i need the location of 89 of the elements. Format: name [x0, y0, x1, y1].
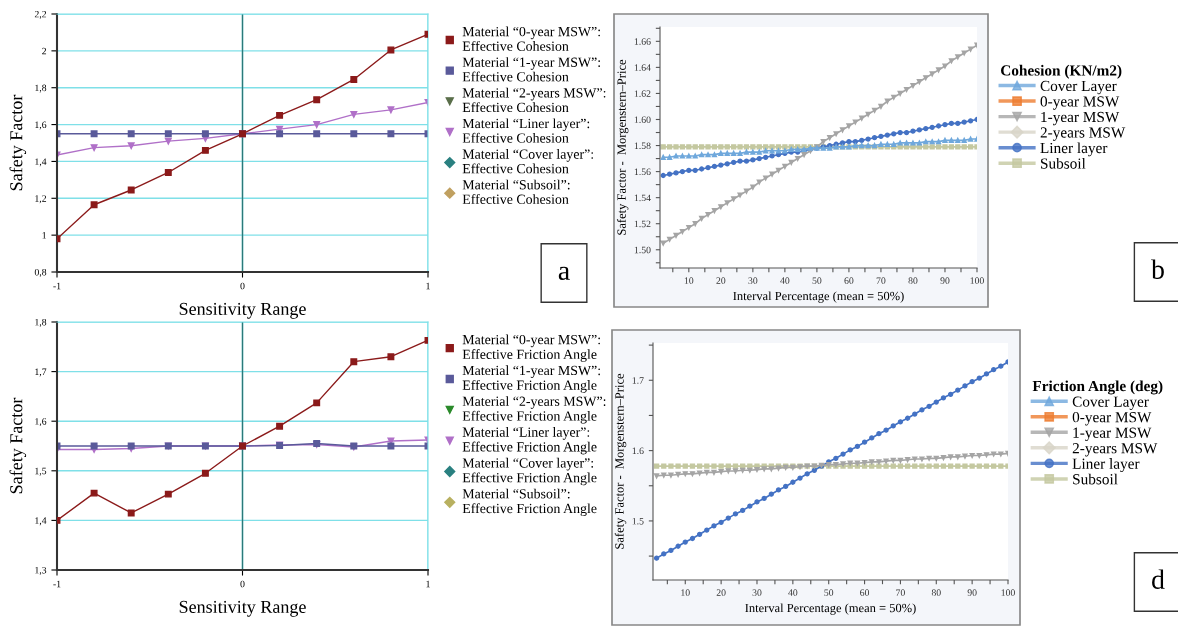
- y-tick-label: 2: [42, 47, 47, 55]
- legend-label: 2-years MSW: [1072, 443, 1158, 457]
- legend-label: Material “1-year MSW”: Effective Cohesion: [462, 57, 600, 82]
- y-tick-label: 1,6: [35, 418, 47, 427]
- y-tick-label: 1.56: [634, 168, 651, 176]
- x-tick-label: 0: [240, 580, 245, 588]
- legend-label: Liner layer: [1040, 142, 1108, 157]
- legend-title: Friction Angle (deg): [1032, 380, 1163, 395]
- x-tick-label: 70: [876, 277, 886, 284]
- legend-label: Material “1-year MSW”: Effective Friction Angle: [462, 365, 600, 393]
- x-tick-label: 100: [1001, 589, 1015, 596]
- x-axis-title: Sensitivity Range: [179, 600, 306, 617]
- text: b: [1151, 259, 1164, 279]
- legend-label: 0-year MSW: [1040, 96, 1120, 110]
- x-tick-label: 60: [844, 277, 854, 284]
- x-tick-label: 70: [896, 589, 905, 596]
- x-tick-label: 10: [684, 277, 694, 284]
- y-axis-title: Safety Factor - Morgenstern–Price: [616, 59, 629, 235]
- x-tick-label: 20: [716, 589, 726, 596]
- y-tick-label: 1,6: [35, 121, 47, 130]
- x-tick-label: 10: [681, 589, 690, 596]
- x-tick-label: 100: [970, 277, 984, 284]
- legend-label: 2-years MSW: [1040, 127, 1126, 141]
- y-tick-label: 1.54: [634, 194, 651, 202]
- y-tick-label: 1.58: [634, 142, 651, 150]
- legend-label: Material “0-year MSW”: Effective Friction Angle: [462, 334, 600, 362]
- y-axis-title: Safety Factor - Morgenstern–Price: [614, 373, 627, 549]
- legend-label: 1-year MSW: [1041, 111, 1120, 126]
- text: a: [558, 266, 570, 280]
- x-tick-label: 1: [426, 580, 430, 588]
- x-tick-label: 50: [824, 589, 834, 596]
- x-tick-label: 30: [748, 277, 758, 284]
- x-tick-label: 30: [752, 589, 762, 596]
- legend-label: Material “Cover layer”: Effective Friction Angle: [462, 457, 597, 486]
- y-tick-label: 1.64: [634, 64, 651, 71]
- x-tick-label: 50: [812, 277, 822, 284]
- legend-label: 1-year MSW: [1073, 427, 1152, 441]
- x-tick-label: 40: [788, 589, 798, 596]
- y-tick-label: 0,8: [34, 268, 47, 277]
- legend-label: Material “Subsoil”: Effective Friction Angle: [462, 488, 597, 517]
- y-tick-label: 1,8: [35, 318, 47, 327]
- legend-label: Material “2-years MSW”: Effective Friction Angle: [462, 396, 606, 424]
- x-tick-label: 80: [908, 277, 918, 284]
- legend-label: 0-year MSW: [1072, 412, 1152, 426]
- y-tick-label: 1,4: [35, 517, 47, 526]
- y-tick-label: 1,4: [35, 158, 47, 167]
- legend-label: Material “0-year MSW”: Effective Cohesion: [462, 26, 600, 51]
- legend-label: Subsoil: [1041, 157, 1086, 169]
- x-tick-label: 60: [860, 589, 870, 596]
- y-tick-label: 1.66: [634, 38, 651, 45]
- y-tick-label: 1.7: [632, 377, 644, 384]
- legend-label: Cover Layer: [1040, 80, 1117, 95]
- y-axis-title: Safety Factor: [9, 397, 27, 494]
- y-tick-label: 1,5: [35, 467, 47, 476]
- x-tick-label: 90: [940, 277, 950, 284]
- x-tick-label: -1: [53, 580, 61, 588]
- y-axis-title: Safety Factor: [9, 94, 27, 191]
- x-tick-label: 80: [931, 589, 941, 596]
- legend-label: Material “Cover layer”: Effective Cohesion: [462, 149, 594, 174]
- y-tick-label: 2,2: [34, 10, 47, 19]
- legend-label: Liner layer: [1072, 458, 1140, 473]
- legend-title: Cohesion (KN/m2): [1001, 64, 1122, 79]
- x-tick-label: -1: [53, 282, 61, 290]
- x-axis-title: Sensitivity Range: [179, 302, 306, 319]
- legend-label: Material “2-years MSW”: Effective Cohesion: [462, 87, 606, 113]
- y-tick-label: 1,7: [35, 368, 47, 377]
- text: d: [1152, 569, 1165, 589]
- legend-label: Material “Liner layer”: Effective Cohesion: [462, 118, 590, 143]
- x-tick-label: 90: [967, 589, 977, 596]
- y-tick-label: 1.60: [634, 116, 651, 123]
- x-axis-title: Interval Percentage (mean = 50%): [745, 603, 916, 615]
- legend-label: Subsoil: [1073, 473, 1118, 485]
- legend-label: Cover Layer: [1072, 396, 1149, 410]
- y-tick-label: 1.62: [634, 90, 651, 97]
- y-tick-label: 1.5: [632, 517, 644, 525]
- legend-label: Material “Liner layer”: Effective Friction Angle: [462, 427, 597, 455]
- x-tick-label: 1: [426, 282, 430, 290]
- y-tick-label: 1.50: [634, 246, 651, 254]
- y-tick-label: 1,2: [35, 195, 47, 204]
- x-tick-label: 20: [716, 277, 726, 284]
- y-tick-label: 1,8: [35, 84, 47, 93]
- y-tick-label: 1,3: [35, 566, 47, 575]
- x-axis-title: Interval Percentage (mean = 50%): [733, 291, 904, 303]
- legend-label: Material “Subsoil”: Effective Cohesion: [462, 179, 570, 204]
- x-tick-label: 40: [780, 277, 790, 284]
- y-tick-label: 1: [42, 232, 46, 239]
- y-tick-label: 1.52: [634, 220, 651, 228]
- y-tick-label: 1.6: [632, 447, 644, 455]
- x-tick-label: 0: [240, 282, 245, 290]
